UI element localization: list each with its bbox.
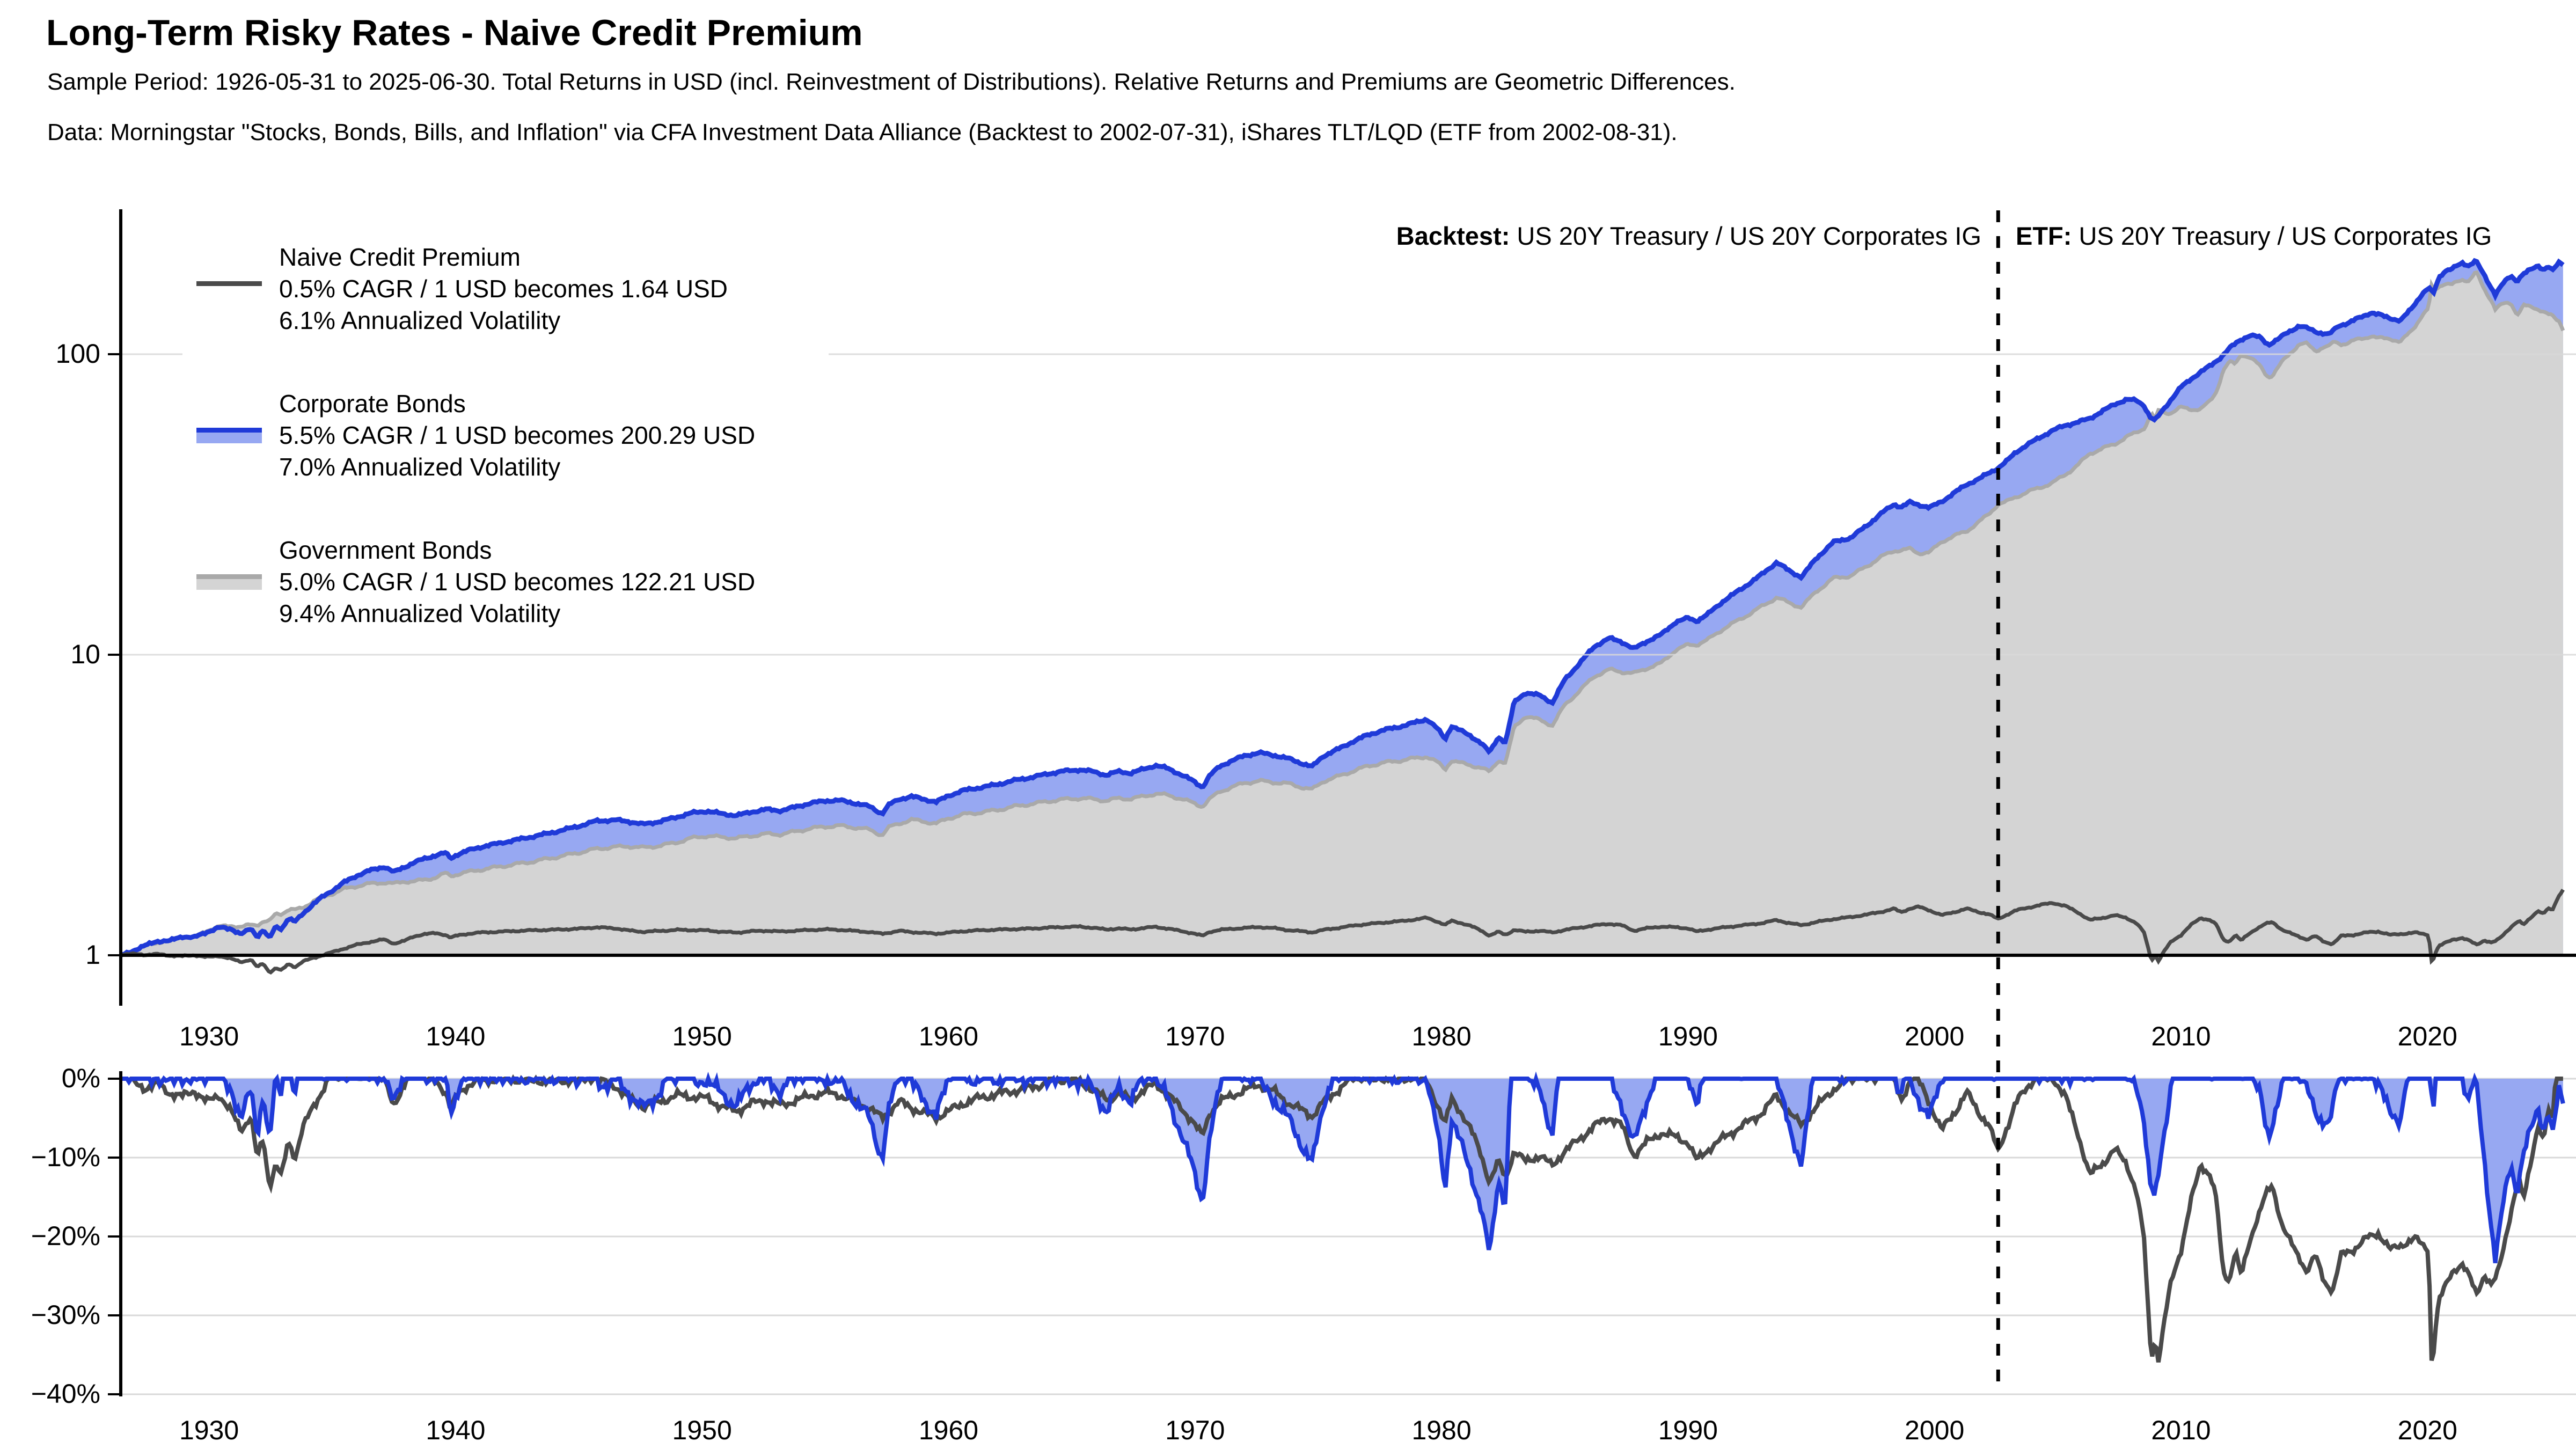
subtitle-data-source: Data: Morningstar "Stocks, Bonds, Bills,… xyxy=(47,119,1678,145)
dd-y-tick-label--40: −40% xyxy=(31,1379,100,1409)
dd-x-tick-label-1950: 1950 xyxy=(672,1415,732,1445)
legend-corporate-name: Corporate Bonds xyxy=(279,390,466,418)
legend-premium-cagr: 0.5% CAGR / 1 USD becomes 1.64 USD xyxy=(279,275,728,303)
legend-text-premium: Naive Credit Premium 0.5% CAGR / 1 USD b… xyxy=(279,241,728,336)
dd-x-tick-label-1940: 1940 xyxy=(426,1415,485,1445)
main-x-tick-label-1970: 1970 xyxy=(1165,1021,1225,1051)
dd-x-tick-label-2020: 2020 xyxy=(2398,1415,2457,1445)
legend-premium-name: Naive Credit Premium xyxy=(279,243,521,271)
legend-government-name: Government Bonds xyxy=(279,536,492,564)
dd-x-tick-label-1990: 1990 xyxy=(1658,1415,1718,1445)
main-x-tick-label-1990: 1990 xyxy=(1658,1021,1718,1051)
legend-corporate-cagr: 5.5% CAGR / 1 USD becomes 200.29 USD xyxy=(279,421,756,449)
legend-corporate-vol: 7.0% Annualized Volatility xyxy=(279,453,561,481)
legend-government-cagr: 5.0% CAGR / 1 USD becomes 122.21 USD xyxy=(279,568,756,596)
legend-government-vol: 9.4% Annualized Volatility xyxy=(279,599,561,627)
main-x-tick-label-2010: 2010 xyxy=(2151,1021,2211,1051)
dd-x-tick-label-2000: 2000 xyxy=(1905,1415,1964,1445)
main-x-tick-label-1960: 1960 xyxy=(919,1021,978,1051)
legend-text-corporate: Corporate Bonds 5.5% CAGR / 1 USD become… xyxy=(279,388,755,483)
main-x-tick-label-2020: 2020 xyxy=(2398,1021,2457,1051)
legend-entry-corporate: Corporate Bonds 5.5% CAGR / 1 USD become… xyxy=(190,388,829,483)
subtitle-sample-period: Sample Period: 1926-05-31 to 2025-06-30.… xyxy=(47,69,1736,95)
premium-drawdown-line xyxy=(121,1074,2563,1363)
annotation-backtest: Backtest: US 20Y Treasury / US 20Y Corpo… xyxy=(0,221,1981,251)
main-y-tick-label-100: 100 xyxy=(56,339,100,369)
government-area-swatch-icon xyxy=(190,535,279,630)
annotation-backtest-label: Backtest: xyxy=(1396,222,1510,250)
main-x-tick-label-1980: 1980 xyxy=(1411,1021,1471,1051)
corporate-bonds-line xyxy=(121,258,2565,958)
corporate-drawdown-area xyxy=(121,1079,2563,1263)
main-x-tick-label-2000: 2000 xyxy=(1905,1021,1964,1051)
corporate-area-swatch-icon xyxy=(190,388,279,483)
main-y-tick-label-10: 10 xyxy=(70,639,100,669)
naive-credit-premium-line xyxy=(121,889,2565,975)
annotation-backtest-text: US 20Y Treasury / US 20Y Corporates IG xyxy=(1510,222,1981,250)
main-x-tick-label-1940: 1940 xyxy=(426,1021,485,1051)
premium-line-swatch-icon xyxy=(190,241,279,336)
main-x-tick-label-1950: 1950 xyxy=(672,1021,732,1051)
main-x-tick-label-1930: 1930 xyxy=(179,1021,239,1051)
government-bonds-area xyxy=(121,272,2563,956)
legend-entry-government: Government Bonds 5.0% CAGR / 1 USD becom… xyxy=(190,535,829,630)
drawdown-panel-series xyxy=(121,1071,2565,1363)
dd-x-tick-label-2010: 2010 xyxy=(2151,1415,2211,1445)
dd-x-tick-label-1960: 1960 xyxy=(919,1415,978,1445)
annotation-etf-label: ETF: xyxy=(2016,222,2072,250)
legend: Naive Credit Premium 0.5% CAGR / 1 USD b… xyxy=(182,234,829,643)
dd-y-tick-label--20: −20% xyxy=(31,1221,100,1251)
dd-y-tick-label--10: −10% xyxy=(31,1142,100,1172)
dd-y-tick-label--30: −30% xyxy=(31,1300,100,1330)
main-panel-series xyxy=(121,258,2565,975)
main-y-tick-label-1: 1 xyxy=(85,940,100,970)
legend-text-government: Government Bonds 5.0% CAGR / 1 USD becom… xyxy=(279,535,755,630)
annotation-etf: ETF: US 20Y Treasury / US Corporates IG xyxy=(2016,221,2492,251)
annotation-etf-text: US 20Y Treasury / US Corporates IG xyxy=(2072,222,2492,250)
dd-x-tick-label-1980: 1980 xyxy=(1411,1415,1471,1445)
corporate-drawdown-line xyxy=(121,1071,2565,1263)
dd-x-tick-label-1930: 1930 xyxy=(179,1415,239,1445)
dd-x-tick-label-1970: 1970 xyxy=(1165,1415,1225,1445)
dd-y-tick-label-0: 0% xyxy=(62,1063,100,1093)
legend-premium-vol: 6.1% Annualized Volatility xyxy=(279,306,561,334)
page-title: Long-Term Risky Rates - Naive Credit Pre… xyxy=(46,12,863,53)
legend-entry-premium: Naive Credit Premium 0.5% CAGR / 1 USD b… xyxy=(190,241,829,336)
